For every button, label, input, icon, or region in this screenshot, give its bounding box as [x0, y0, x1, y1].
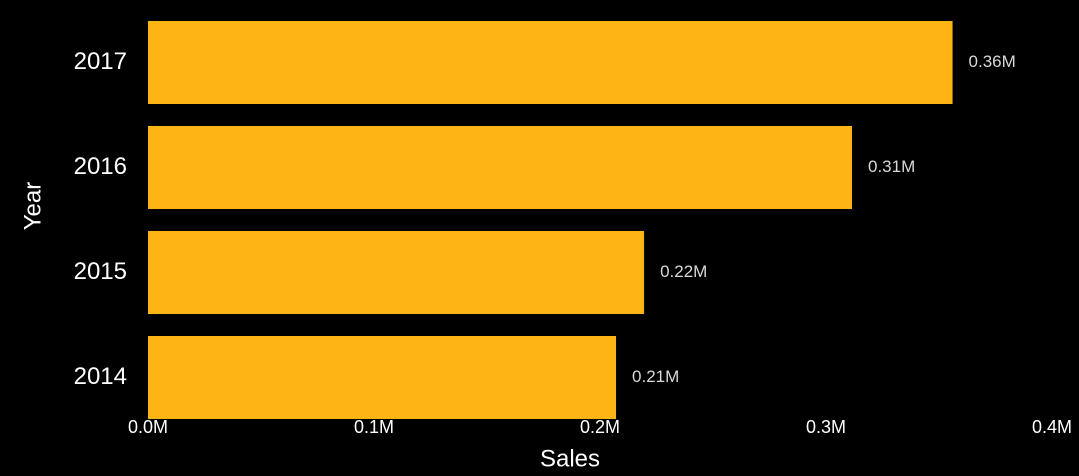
bar — [148, 126, 852, 209]
x-tick-label: 0.3M — [806, 417, 846, 437]
x-axis-title: Sales — [540, 445, 600, 472]
value-label: 0.31M — [868, 157, 915, 176]
value-label: 0.21M — [632, 367, 679, 386]
x-tick-label: 0.0M — [128, 417, 168, 437]
value-label: 0.22M — [660, 262, 707, 281]
bar — [148, 231, 645, 314]
value-label: 0.36M — [969, 52, 1016, 71]
y-tick-label: 2014 — [74, 363, 127, 390]
x-tick-label: 0.4M — [1032, 417, 1072, 437]
x-tick-label: 0.2M — [580, 417, 620, 437]
y-tick-label: 2015 — [74, 258, 127, 285]
bar — [148, 336, 617, 419]
y-axis-title: Year — [19, 182, 46, 231]
y-tick-label: 2017 — [74, 48, 127, 75]
bar — [148, 21, 953, 104]
x-tick-label: 0.1M — [354, 417, 394, 437]
y-tick-label: 2016 — [74, 153, 127, 180]
